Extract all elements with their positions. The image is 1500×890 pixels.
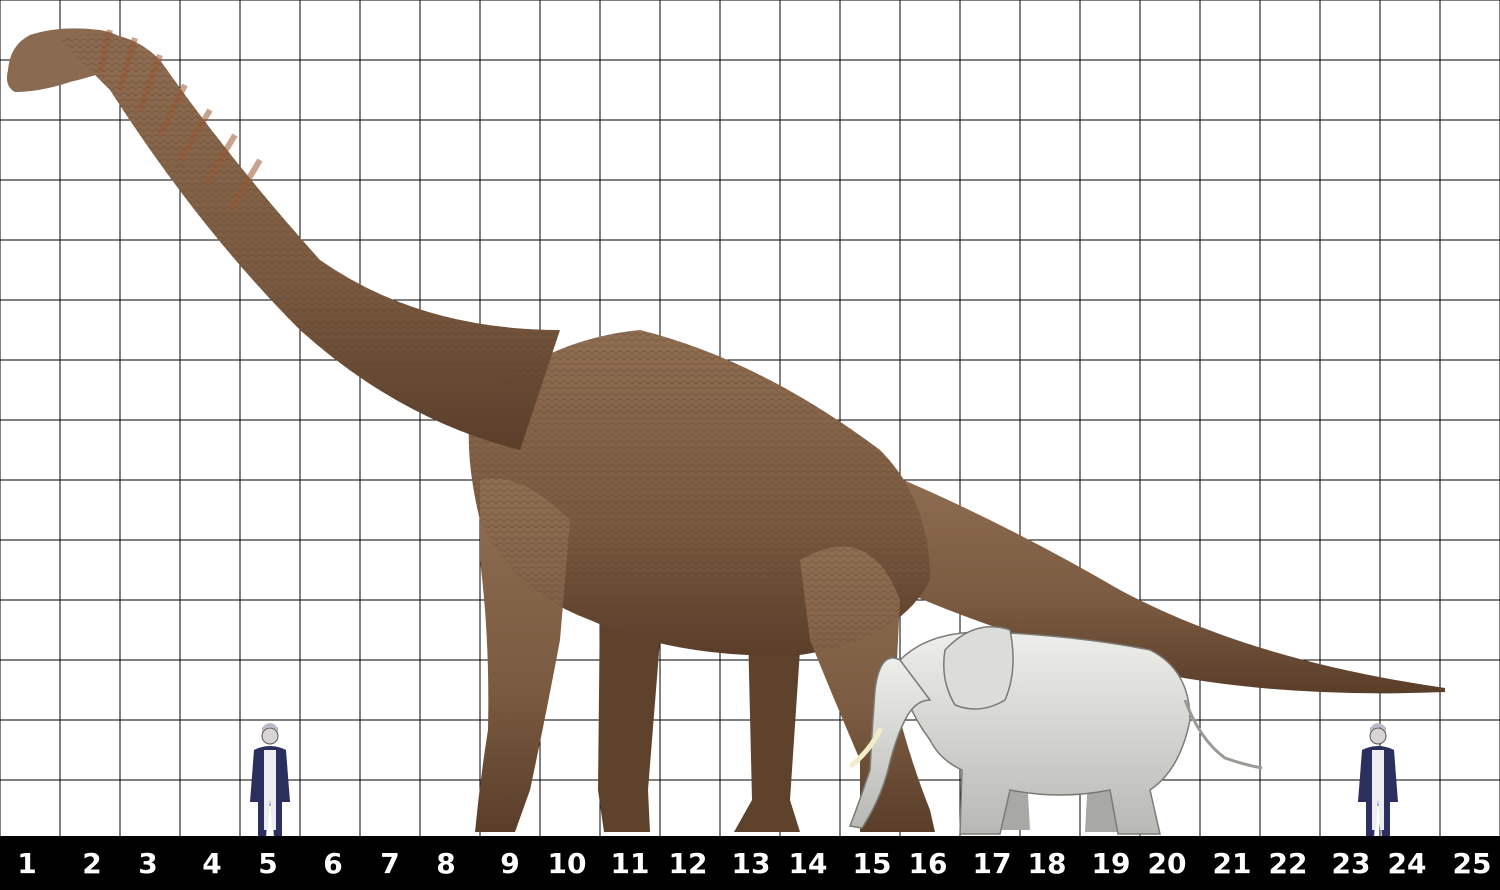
scale-label: 6: [323, 847, 343, 880]
scale-label: 21: [1212, 847, 1252, 880]
scale-label: 2: [82, 847, 102, 880]
scale-label: 7: [380, 847, 400, 880]
scale-label: 11: [610, 847, 650, 880]
elephant-tusk: [849, 727, 883, 768]
scale-label: 8: [436, 847, 456, 880]
scale-label: 16: [908, 847, 948, 880]
scale-label: 5: [258, 847, 278, 880]
scale-label: 3: [138, 847, 158, 880]
scale-label: 23: [1331, 847, 1371, 880]
elephant-figure: [848, 626, 1263, 835]
scale-label: 9: [500, 847, 520, 880]
scale-label: 15: [852, 847, 892, 880]
human-left-figure: [250, 723, 290, 838]
scale-label: 22: [1268, 847, 1308, 880]
elephant-ear: [943, 626, 1014, 710]
scale-label: 10: [547, 847, 587, 880]
scale-label: 20: [1147, 847, 1187, 880]
scale-label: 19: [1091, 847, 1131, 880]
brachiosaurus-far-front-leg: [598, 600, 660, 832]
human-right-figure: [1358, 723, 1398, 838]
scale-label: 18: [1027, 847, 1067, 880]
scale-label: 1: [17, 847, 37, 880]
scale-label: 4: [202, 847, 222, 880]
scale-label: 13: [731, 847, 771, 880]
scale-label: 12: [668, 847, 708, 880]
brachiosaurus-tail: [880, 470, 1445, 694]
scale-label: 24: [1387, 847, 1427, 880]
elephant-tail: [1183, 699, 1263, 770]
scale-label: 25: [1452, 847, 1492, 880]
brachiosaurus-figure: [6, 28, 1445, 832]
scale-label: 14: [788, 847, 828, 880]
scale-bar: [0, 836, 1500, 890]
scale-label: 17: [972, 847, 1012, 880]
brachiosaurus-far-hind-leg: [734, 630, 800, 832]
elephant-head-trunk: [848, 657, 932, 829]
